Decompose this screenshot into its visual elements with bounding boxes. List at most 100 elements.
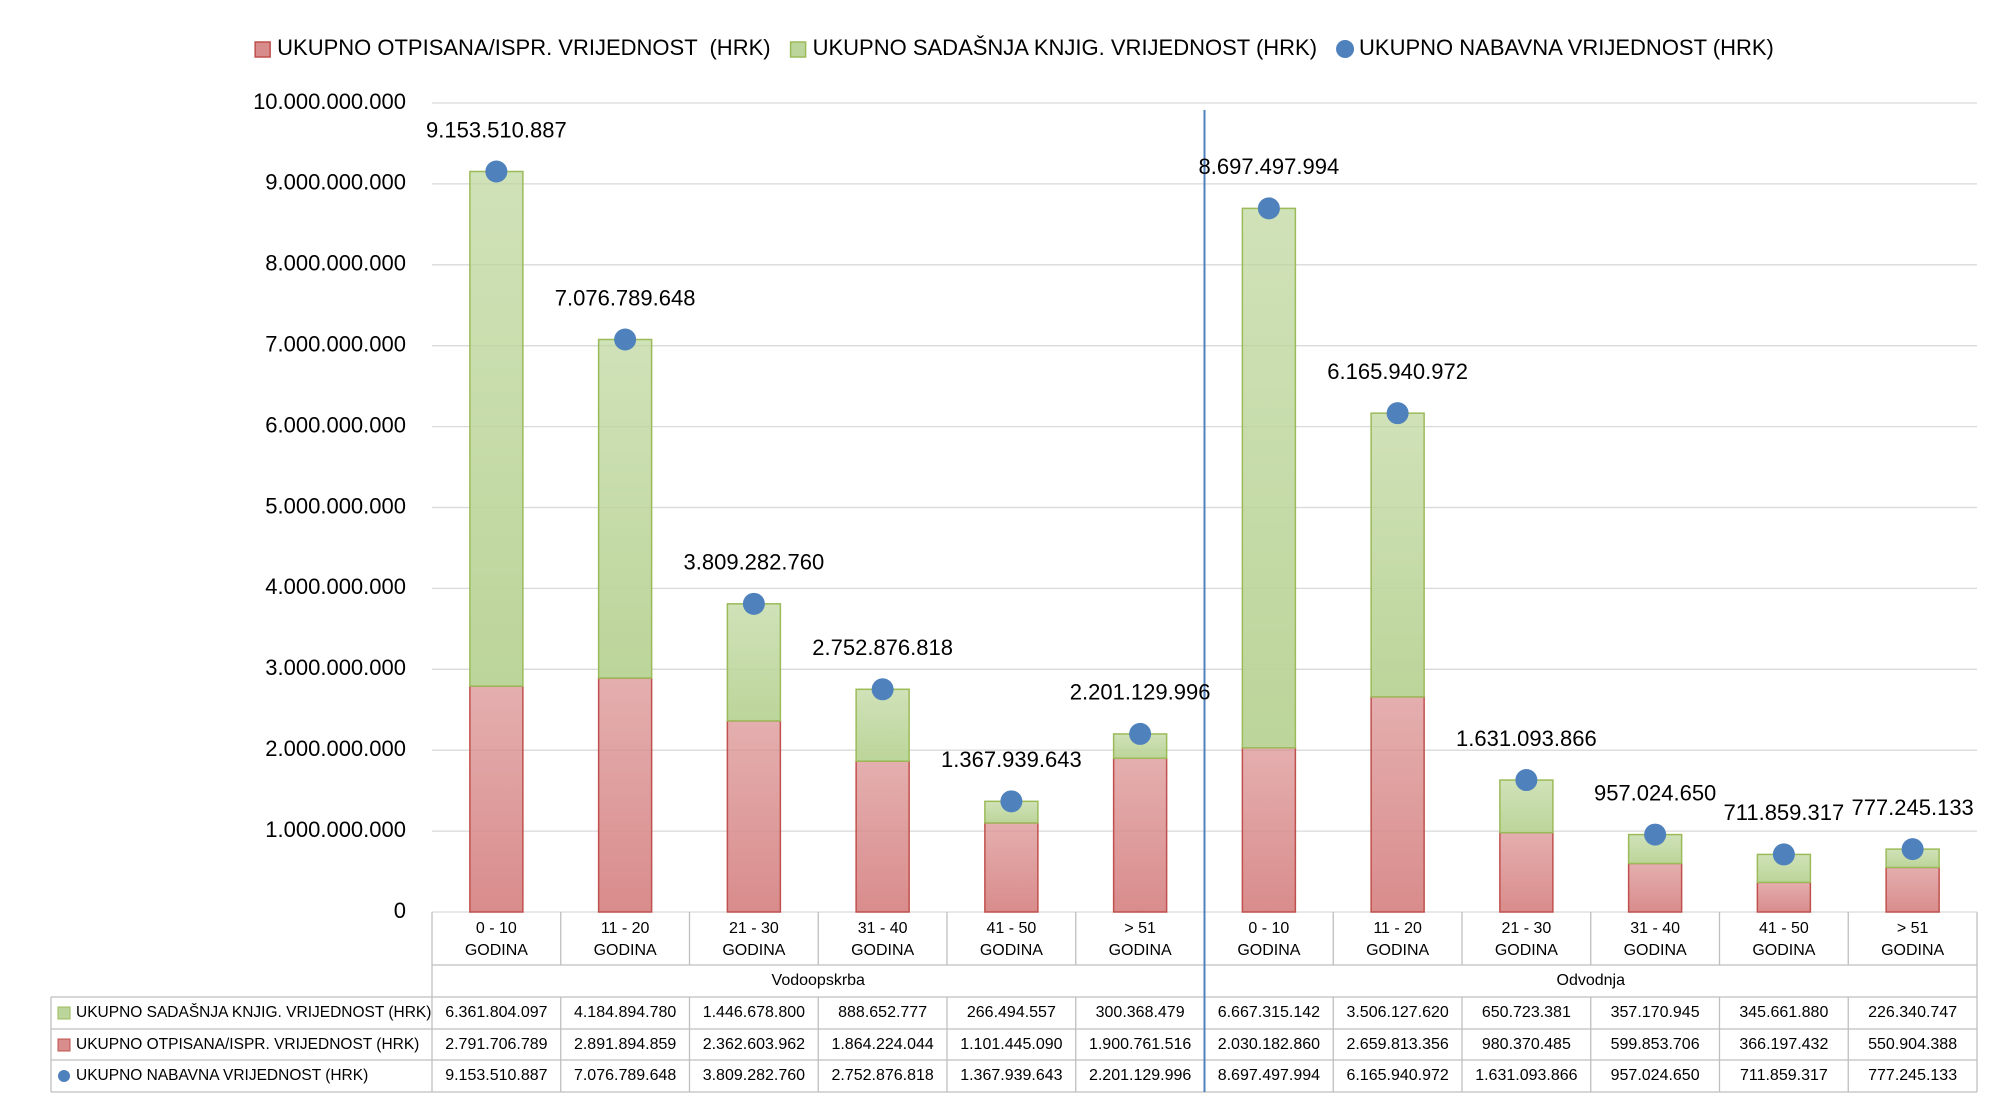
table-cell: 1.101.445.090 (960, 1036, 1062, 1053)
bar (469, 685, 524, 913)
bar (855, 760, 910, 913)
y-tick-label: 3.000.000.000 (265, 655, 406, 680)
dot (614, 328, 637, 351)
table-cell: 2.030.182.860 (1218, 1036, 1320, 1053)
dot (1386, 402, 1409, 425)
data-label: 7.076.789.648 (555, 285, 696, 310)
x-tick-label: 31 - 40 GODINA (851, 920, 915, 959)
bar (597, 338, 653, 679)
y-tick-label: 4.000.000.000 (265, 574, 406, 599)
x-tick-label: 21 - 30 GODINA (1494, 920, 1558, 959)
legend-swatch (789, 41, 807, 58)
table-cell: 2.659.813.356 (1346, 1036, 1448, 1053)
dot (1000, 790, 1023, 813)
table-cell: 266.494.557 (967, 1004, 1056, 1021)
table-cell: 1.367.939.643 (960, 1067, 1062, 1084)
data-label: 9.153.510.887 (426, 117, 567, 142)
table-swatch (57, 1006, 71, 1020)
bar (726, 603, 782, 722)
x-tick-label: 11 - 20 GODINA (593, 920, 657, 959)
bar (597, 677, 653, 913)
dot (742, 592, 765, 615)
table-cell: 550.904.388 (1868, 1036, 1957, 1053)
table-cell: 345.661.880 (1739, 1004, 1828, 1021)
table-cell: 9.153.510.887 (445, 1067, 547, 1084)
table-cell: 1.864.224.044 (831, 1036, 933, 1053)
x-tick-label: 0 - 10 GODINA (464, 920, 528, 959)
table-cell: 6.361.804.097 (445, 1004, 547, 1021)
table-cell: 1.631.093.866 (1475, 1067, 1577, 1084)
y-tick-label: 6.000.000.000 (265, 412, 406, 437)
bar (984, 822, 1039, 913)
bar (1885, 866, 1940, 913)
table-cell: 2.791.706.789 (445, 1036, 547, 1053)
legend-swatch (254, 41, 271, 58)
table-swatch (58, 1070, 70, 1082)
data-label: 957.024.650 (1594, 780, 1716, 805)
bar (1241, 747, 1297, 913)
table-row-label: UKUPNO NABAVNA VRIJEDNOST (HRK) (76, 1067, 368, 1084)
data-label: 2.752.876.818 (812, 635, 953, 660)
dot (871, 678, 894, 701)
x-tick-label: 41 - 50 GODINA (1752, 920, 1816, 959)
data-label: 8.697.497.994 (1199, 154, 1340, 179)
x-tick-label: 21 - 30 GODINA (722, 920, 786, 959)
y-tick-label: 10.000.000.000 (253, 89, 406, 114)
y-tick-label: 2.000.000.000 (265, 736, 406, 761)
data-label: 777.245.133 (1851, 795, 1973, 820)
dot (1901, 838, 1924, 861)
x-tick-label: > 51 GODINA (1108, 920, 1172, 959)
dot (1129, 722, 1152, 745)
bar (1241, 207, 1297, 749)
table-cell: 650.723.381 (1482, 1004, 1571, 1021)
data-label: 711.859.317 (1724, 800, 1845, 825)
data-label: 2.201.129.996 (1070, 680, 1211, 705)
table-cell: 2.891.894.859 (574, 1036, 676, 1053)
x-tick-label: 11 - 20 GODINA (1366, 920, 1430, 959)
table-cell: 357.170.945 (1611, 1004, 1700, 1021)
y-tick-label: 0 (394, 898, 406, 923)
y-tick-label: 9.000.000.000 (265, 170, 406, 195)
bar (726, 720, 782, 913)
bar (1756, 881, 1812, 913)
table-cell: 1.446.678.800 (703, 1004, 805, 1021)
bar (469, 170, 524, 687)
table-cell: 3.506.127.620 (1346, 1004, 1448, 1021)
legend-label: UKUPNO NABAVNA VRIJEDNOST (HRK) (1359, 35, 1774, 60)
y-tick-label: 5.000.000.000 (265, 493, 406, 518)
dot (1515, 769, 1538, 792)
table-cell: 599.853.706 (1611, 1036, 1700, 1053)
table-cell: 2.201.129.996 (1089, 1067, 1191, 1084)
table-cell: 888.652.777 (838, 1004, 927, 1021)
table-cell: 6.667.315.142 (1218, 1004, 1320, 1021)
bar (1499, 831, 1554, 913)
table-cell: 3.809.282.760 (703, 1067, 805, 1084)
table-cell: 6.165.940.972 (1346, 1067, 1448, 1084)
table-cell: 1.900.761.516 (1089, 1036, 1191, 1053)
table-cell: 711.859.317 (1740, 1067, 1828, 1084)
x-tick-label: 31 - 40 GODINA (1623, 920, 1687, 959)
bar (1370, 412, 1425, 698)
table-cell: 226.340.747 (1868, 1004, 1957, 1021)
dot (1644, 823, 1667, 846)
table-row-label: UKUPNO SADAŠNJA KNJIG. VRIJEDNOST (HRK) (76, 1004, 431, 1021)
table-row-label: UKUPNO OTPISANA/ISPR. VRIJEDNOST (HRK) (76, 1036, 419, 1053)
table-cell: 7.076.789.648 (574, 1067, 676, 1084)
x-tick-label: > 51 GODINA (1881, 920, 1945, 959)
legend-label: UKUPNO SADAŠNJA KNJIG. VRIJEDNOST (HRK) (813, 35, 1317, 60)
table-cell: 8.697.497.994 (1218, 1067, 1320, 1084)
data-label: 6.165.940.972 (1327, 359, 1468, 384)
group-label: Odvodnja (1557, 972, 1626, 989)
table-cell: 777.245.133 (1868, 1067, 1957, 1084)
table-swatch (57, 1038, 71, 1052)
group-label: Vodoopskrba (772, 972, 866, 989)
table-cell: 300.368.479 (1096, 1004, 1185, 1021)
bar (1370, 696, 1425, 913)
data-label: 1.367.939.643 (941, 747, 1082, 772)
y-tick-label: 1.000.000.000 (265, 817, 406, 842)
dot (485, 160, 508, 183)
data-label: 3.809.282.760 (684, 550, 825, 575)
table-cell: 980.370.485 (1482, 1036, 1571, 1053)
